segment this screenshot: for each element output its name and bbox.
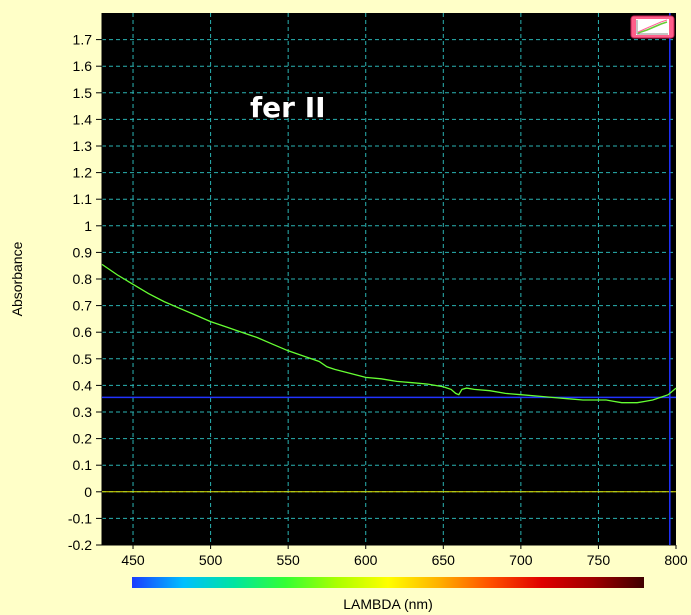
x-tick-label: 500 xyxy=(199,552,223,568)
x-tick-label: 700 xyxy=(509,552,533,568)
y-tick-label: 1.1 xyxy=(73,191,93,207)
x-tick-label: 550 xyxy=(276,552,300,568)
x-tick-label: 600 xyxy=(354,552,378,568)
series-line xyxy=(101,263,677,404)
chart-legend-icon[interactable] xyxy=(630,15,675,39)
x-axis-ticks: 450 500 550 600 650 700 750 800 xyxy=(102,544,688,568)
y-tick-label: 1.2 xyxy=(73,165,93,181)
curve-annotation: fer II xyxy=(250,91,326,124)
x-axis-title: LAMBDA (nm) xyxy=(343,596,432,612)
y-tick-label: 1.5 xyxy=(73,85,93,101)
y-tick-label: 0.9 xyxy=(73,244,93,260)
y-tick-label: 1.3 xyxy=(73,138,93,154)
y-tick-label: -0.1 xyxy=(68,510,92,526)
x-tick-label: 450 xyxy=(121,552,145,568)
y-tick-label: 0.2 xyxy=(73,431,93,447)
x-tick-label: 800 xyxy=(664,552,688,568)
y-tick-label: 1.7 xyxy=(73,32,93,48)
grid xyxy=(102,13,676,546)
y-tick-label: 0.5 xyxy=(73,351,93,367)
y-axis-ticks: -0.2 -0.1 0 0.1 0.2 0.3 0.4 0.5 0.6 0.7 0.8 0.9 1 1.1… xyxy=(68,13,103,553)
y-tick-label: 1.4 xyxy=(73,111,93,127)
x-tick-label: 650 xyxy=(432,552,456,568)
y-tick-label: 0.1 xyxy=(73,457,93,473)
y-tick-label: 0.6 xyxy=(73,324,93,340)
y-tick-label: 1.6 xyxy=(73,58,93,74)
y-tick-label: 0 xyxy=(84,484,92,500)
y-tick-label: 0.7 xyxy=(73,298,93,314)
wavelength-spectrum-bar xyxy=(132,577,644,588)
y-tick-label: 1 xyxy=(84,218,92,234)
y-tick-label: 0.3 xyxy=(73,404,93,420)
y-tick-label: 0.4 xyxy=(73,377,93,393)
y-axis-title: Absorbance xyxy=(9,241,25,316)
y-tick-label: 0.8 xyxy=(73,271,93,287)
y-tick-label: -0.2 xyxy=(68,537,92,553)
x-tick-label: 750 xyxy=(587,552,611,568)
